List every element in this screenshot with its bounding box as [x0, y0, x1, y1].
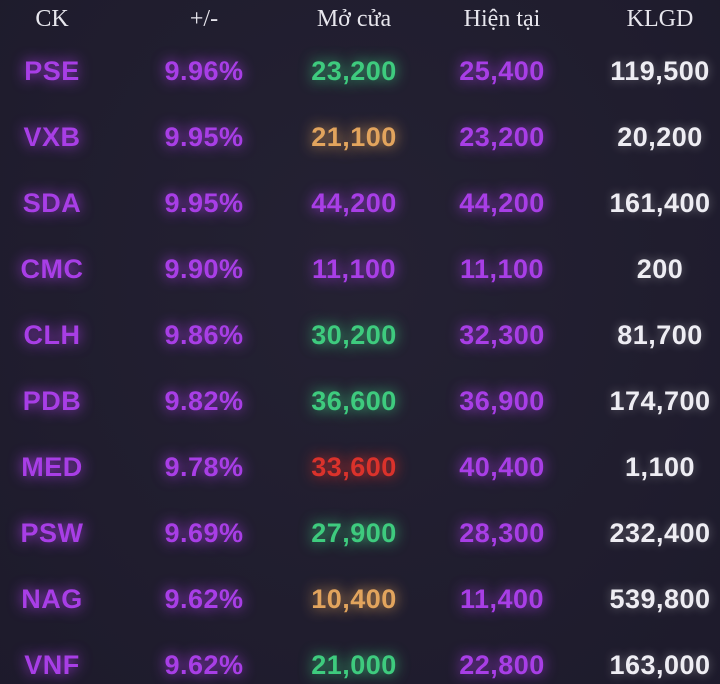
table-row[interactable]: PSW 9.69% 27,900 28,300 232,400 — [0, 500, 720, 566]
volume-cell: 1,100 — [624, 451, 696, 482]
ticker-cell: PDB — [22, 385, 82, 416]
volume-cell: 174,700 — [609, 385, 711, 416]
ticker-cell: CMC — [20, 253, 84, 284]
change-cell: 9.62% — [164, 583, 244, 614]
header-ticker: CK — [35, 5, 69, 32]
volume-cell: 200 — [636, 253, 684, 284]
table-row[interactable]: CMC 9.90% 11,100 11,100 200 — [0, 236, 720, 302]
open-price-cell: 23,200 — [311, 55, 397, 86]
table-header: CK +/- Mở cửa Hiện tại KLGD — [0, 0, 720, 38]
volume-cell: 161,400 — [609, 187, 711, 218]
change-cell: 9.96% — [164, 55, 244, 86]
open-price-cell: 27,900 — [311, 517, 397, 548]
open-price-cell: 44,200 — [311, 187, 397, 218]
change-cell: 9.90% — [164, 253, 244, 284]
open-price-cell: 21,000 — [311, 649, 397, 680]
price-board-rows: PSE 9.96% 23,200 25,400 119,500 VXB 9.95% 21,10… — [0, 38, 720, 684]
table-row[interactable]: VXB 9.95% 21,100 23,200 20,200 — [0, 104, 720, 170]
ticker-cell: MED — [21, 451, 83, 482]
ticker-cell: CLH — [23, 319, 81, 350]
open-price-cell: 33,600 — [311, 451, 397, 482]
header-open-price: Mở cửa — [316, 5, 392, 32]
table-row[interactable]: PDB 9.82% 36,600 36,900 174,700 — [0, 368, 720, 434]
change-cell: 9.62% — [164, 649, 244, 680]
current-price-cell: 32,300 — [459, 319, 545, 350]
current-price-cell: 40,400 — [459, 451, 545, 482]
header-change: +/- — [189, 5, 219, 32]
table-row[interactable]: NAG 9.62% 10,400 11,400 539,800 — [0, 566, 720, 632]
open-price-cell: 10,400 — [311, 583, 397, 614]
volume-cell: 20,200 — [617, 121, 703, 152]
change-cell: 9.78% — [164, 451, 244, 482]
open-price-cell: 36,600 — [311, 385, 397, 416]
current-price-cell: 11,400 — [459, 583, 545, 614]
ticker-cell: PSW — [20, 517, 84, 548]
current-price-cell: 23,200 — [459, 121, 545, 152]
open-price-cell: 21,100 — [311, 121, 397, 152]
volume-cell: 163,000 — [609, 649, 711, 680]
table-row[interactable]: PSE 9.96% 23,200 25,400 119,500 — [0, 38, 720, 104]
current-price-cell: 44,200 — [459, 187, 545, 218]
change-cell: 9.95% — [164, 121, 244, 152]
volume-cell: 81,700 — [617, 319, 703, 350]
ticker-cell: VNF — [24, 649, 80, 680]
change-cell: 9.86% — [164, 319, 244, 350]
change-cell: 9.69% — [164, 517, 244, 548]
volume-cell: 539,800 — [609, 583, 711, 614]
header-current-price: Hiện tại — [463, 5, 541, 32]
ticker-cell: PSE — [24, 55, 80, 86]
ticker-cell: SDA — [22, 187, 82, 218]
change-cell: 9.82% — [164, 385, 244, 416]
current-price-cell: 28,300 — [459, 517, 545, 548]
table-row[interactable]: SDA 9.95% 44,200 44,200 161,400 — [0, 170, 720, 236]
current-price-cell: 36,900 — [459, 385, 545, 416]
table-row[interactable]: MED 9.78% 33,600 40,400 1,100 — [0, 434, 720, 500]
current-price-cell: 11,100 — [459, 253, 545, 284]
open-price-cell: 30,200 — [311, 319, 397, 350]
volume-cell: 232,400 — [609, 517, 711, 548]
change-cell: 9.95% — [164, 187, 244, 218]
open-price-cell: 11,100 — [311, 253, 397, 284]
current-price-cell: 22,800 — [459, 649, 545, 680]
current-price-cell: 25,400 — [459, 55, 545, 86]
header-volume: KLGD — [626, 5, 694, 32]
ticker-cell: NAG — [21, 583, 83, 614]
ticker-cell: VXB — [23, 121, 81, 152]
table-row[interactable]: VNF 9.62% 21,000 22,800 163,000 — [0, 632, 720, 684]
volume-cell: 119,500 — [610, 55, 710, 86]
table-row[interactable]: CLH 9.86% 30,200 32,300 81,700 — [0, 302, 720, 368]
